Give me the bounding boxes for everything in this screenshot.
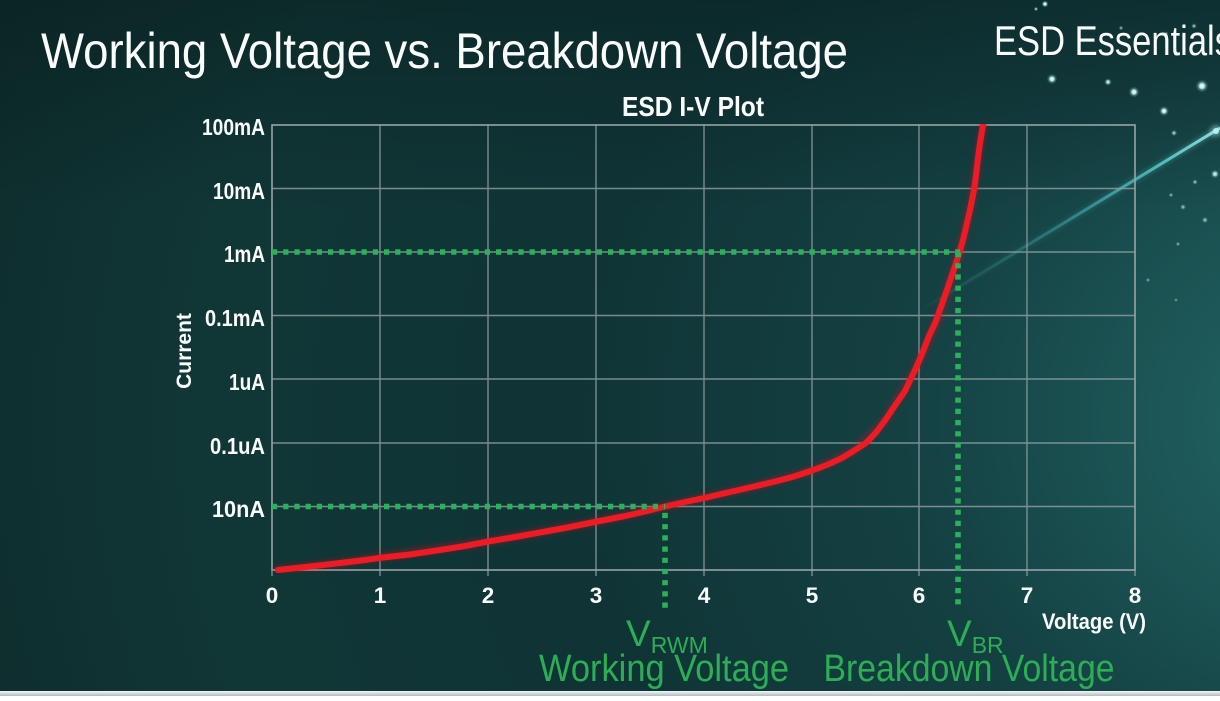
svg-text:0.1uA: 0.1uA bbox=[210, 433, 265, 459]
svg-text:7: 7 bbox=[1021, 583, 1034, 608]
svg-text:4: 4 bbox=[698, 583, 711, 608]
svg-text:1: 1 bbox=[374, 583, 387, 608]
svg-text:10mA: 10mA bbox=[213, 178, 265, 204]
svg-text:0.1mA: 0.1mA bbox=[205, 305, 265, 331]
svg-text:VRWM: VRWM bbox=[626, 613, 708, 658]
svg-text:ESD I-V Plot: ESD I-V Plot bbox=[622, 91, 764, 122]
svg-text:Breakdown Voltage: Breakdown Voltage bbox=[824, 648, 1115, 690]
svg-text:1mA: 1mA bbox=[224, 241, 265, 267]
svg-text:ESD Essentials: ESD Essentials bbox=[994, 17, 1220, 64]
svg-text:Voltage (V): Voltage (V) bbox=[1042, 609, 1146, 634]
svg-text:Working Voltage: Working Voltage bbox=[539, 648, 789, 690]
svg-text:8: 8 bbox=[1129, 583, 1142, 608]
svg-text:2: 2 bbox=[482, 583, 495, 608]
svg-text:100mA: 100mA bbox=[202, 114, 265, 140]
svg-text:Working Voltage vs. Breakdown: Working Voltage vs. Breakdown Voltage bbox=[41, 23, 848, 79]
svg-text:6: 6 bbox=[913, 583, 926, 608]
svg-text:5: 5 bbox=[806, 583, 819, 608]
svg-text:Current: Current bbox=[173, 313, 196, 389]
svg-text:10nA: 10nA bbox=[212, 496, 265, 522]
svg-text:3: 3 bbox=[590, 583, 603, 608]
svg-text:1uA: 1uA bbox=[229, 369, 265, 395]
svg-text:0: 0 bbox=[266, 583, 279, 608]
